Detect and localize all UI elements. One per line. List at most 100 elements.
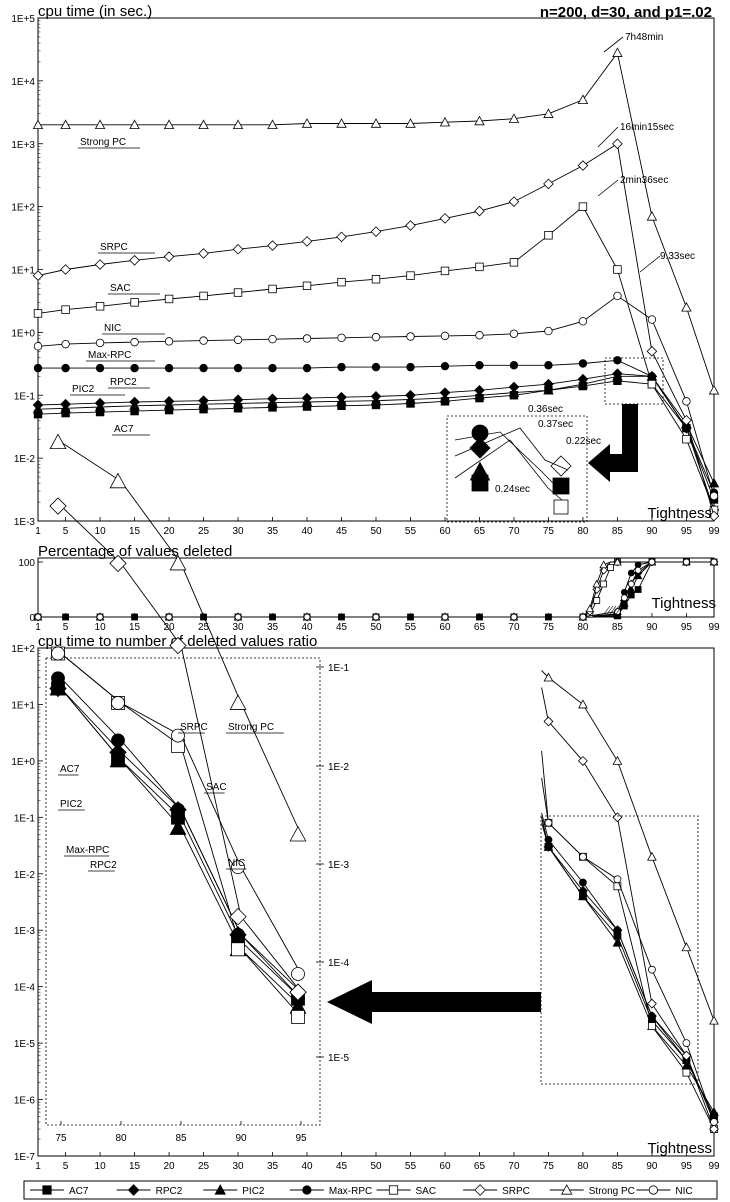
pct-point-strong-pc-81 <box>585 604 595 613</box>
ratio-ytick-1e-1: 1E+1 <box>11 700 35 711</box>
legend-frame <box>23 1180 718 1200</box>
ratio-xtick-55: 55 <box>405 1161 417 1172</box>
pct-point-strong-pc-85 <box>613 557 622 566</box>
inset-ytick-1e-2: 1E-2 <box>328 762 350 773</box>
cpu-xtick-65: 65 <box>474 526 486 537</box>
pct-series-nic <box>34 558 718 621</box>
point-srpc-75 <box>543 178 554 190</box>
ratio-point-nic-80 <box>579 852 587 861</box>
ratio-xlabel: Tightness <box>648 1140 712 1157</box>
cpu-ytick-1e-2: 1E+2 <box>11 203 35 214</box>
series-label-strong-pc: Strong PC <box>80 137 126 148</box>
pct-xtick-45: 45 <box>336 622 348 633</box>
ratio-xtick-65: 65 <box>474 1161 486 1172</box>
point-srpc-45 <box>336 231 347 243</box>
point-max-rpc-75 <box>544 361 553 370</box>
cpu-xtick-15: 15 <box>129 526 141 537</box>
percentage-plot: 1 5 10 15 20 25 30 35 40 45 50 55 60 65 70 75 80 85 90 95 99… <box>18 557 720 633</box>
cpu-xtick-55: 55 <box>405 526 417 537</box>
inset-point-sac-90 <box>231 942 245 957</box>
point-srpc-20 <box>163 251 175 262</box>
pct-point-nic-88 <box>634 566 642 574</box>
ratio-point-strong-pc-75 <box>543 672 554 682</box>
inset-point-max-rpc-75 <box>51 671 65 686</box>
inset-label-srpc: SRPC <box>180 722 208 733</box>
ratio-xtick-60: 60 <box>439 1161 451 1172</box>
cpu-ytick-1e-3: 1E-3 <box>14 517 36 528</box>
pct-xtick-99: 99 <box>708 622 720 633</box>
point-max-rpc-5 <box>61 363 70 373</box>
inset-series-srpc <box>49 497 307 1001</box>
ratio-point-srpc-90 <box>646 998 657 1009</box>
pct-point-nic-86 <box>620 594 628 602</box>
point-strong-pc-15 <box>129 119 140 130</box>
ratio-ytick-1e-1: 1E-1 <box>14 813 36 824</box>
pct-point-nic-30 <box>234 613 242 621</box>
ratio-xtick-45: 45 <box>336 1161 348 1172</box>
cpu-time-title: cpu time (in sec.) <box>38 3 152 20</box>
inset-sac <box>553 499 569 515</box>
inset-xtick-75: 75 <box>55 1133 67 1144</box>
pct-hatch <box>615 605 623 615</box>
pct-point-pic2-86 <box>620 598 629 607</box>
inset-point-strong-pc-85 <box>169 554 187 571</box>
ratio-xtick-35: 35 <box>267 1161 279 1172</box>
annotation-9-33sec: 9.33sec <box>660 251 695 262</box>
ratio-xtick-10: 10 <box>95 1161 107 1172</box>
pct-xtick-25: 25 <box>198 622 210 633</box>
annotation-16min15sec: 16min15sec <box>620 122 674 133</box>
point-sac-30 <box>233 288 243 297</box>
point-srpc-25 <box>198 248 209 259</box>
pct-xtick-85: 85 <box>612 622 624 633</box>
cpu-xtick-95: 95 <box>681 526 693 537</box>
inset-point-max-rpc-80 <box>111 733 125 748</box>
point-pic2-50 <box>370 395 382 405</box>
ratio-xtick-75: 75 <box>543 1161 555 1172</box>
ratio-point-strong-pc-80 <box>578 699 588 709</box>
point-nic-90 <box>647 315 657 324</box>
point-max-rpc-60 <box>440 361 450 371</box>
annotation-arrow-3 <box>639 255 661 273</box>
ratio-point-nic-85 <box>613 875 622 884</box>
inset-ytick-1e-4: 1E-4 <box>328 958 350 969</box>
series-max-rpc <box>33 356 719 498</box>
pct-xtick-55: 55 <box>405 622 417 633</box>
inset-point-nic-85 <box>171 728 185 743</box>
point-max-rpc-10 <box>95 363 105 373</box>
series-strong-pc <box>32 47 720 395</box>
point-sac-60 <box>440 266 450 276</box>
inset-point-srpc-80 <box>109 554 127 573</box>
point-nic-80 <box>578 317 588 326</box>
legend-label-nic: NIC <box>675 1186 692 1197</box>
cpu-xtick-75: 75 <box>543 526 555 537</box>
cpu-ytick-1e-0: 1E+0 <box>11 328 35 339</box>
ratio-point-nic-75 <box>544 818 553 827</box>
point-pic2-80 <box>577 378 589 389</box>
ratio-xtick-50: 50 <box>370 1161 382 1172</box>
ratio-ytick-1e-5: 1E-5 <box>14 1039 36 1050</box>
percentage-xlabel: Tightness <box>652 595 716 612</box>
legend-label-ac7: AC7 <box>69 1186 89 1197</box>
cpu-ytick-1e-2: 1E-2 <box>14 454 36 465</box>
point-pic2-99 <box>708 477 720 488</box>
point-max-rpc-55 <box>406 362 415 372</box>
series-label-rpc2: RPC2 <box>110 377 137 388</box>
series-pic2 <box>32 370 720 488</box>
pct-xtick-30: 30 <box>232 622 244 633</box>
point-nic-85 <box>613 291 622 301</box>
inset-xtick-80: 80 <box>115 1133 127 1144</box>
point-sac-1 <box>33 309 43 318</box>
point-srpc-1 <box>32 270 44 281</box>
pct-point-nic-60 <box>441 613 449 621</box>
ratio-point-pic2-75 <box>543 841 554 851</box>
point-sac-50 <box>371 275 381 284</box>
zoom-inset-box <box>446 415 588 523</box>
inset-label-strong-pc: Strong PC <box>228 722 274 733</box>
legend-marker-ac7 <box>42 1185 52 1195</box>
pct-point-nic-99 <box>710 558 718 566</box>
inset-label-nic: NIC <box>228 858 245 869</box>
point-pic2-20 <box>163 399 175 410</box>
point-pic2-45 <box>336 395 347 406</box>
inset-point-nic-75 <box>51 646 65 661</box>
inset-label-max-rpc: Max-RPC <box>66 845 109 856</box>
